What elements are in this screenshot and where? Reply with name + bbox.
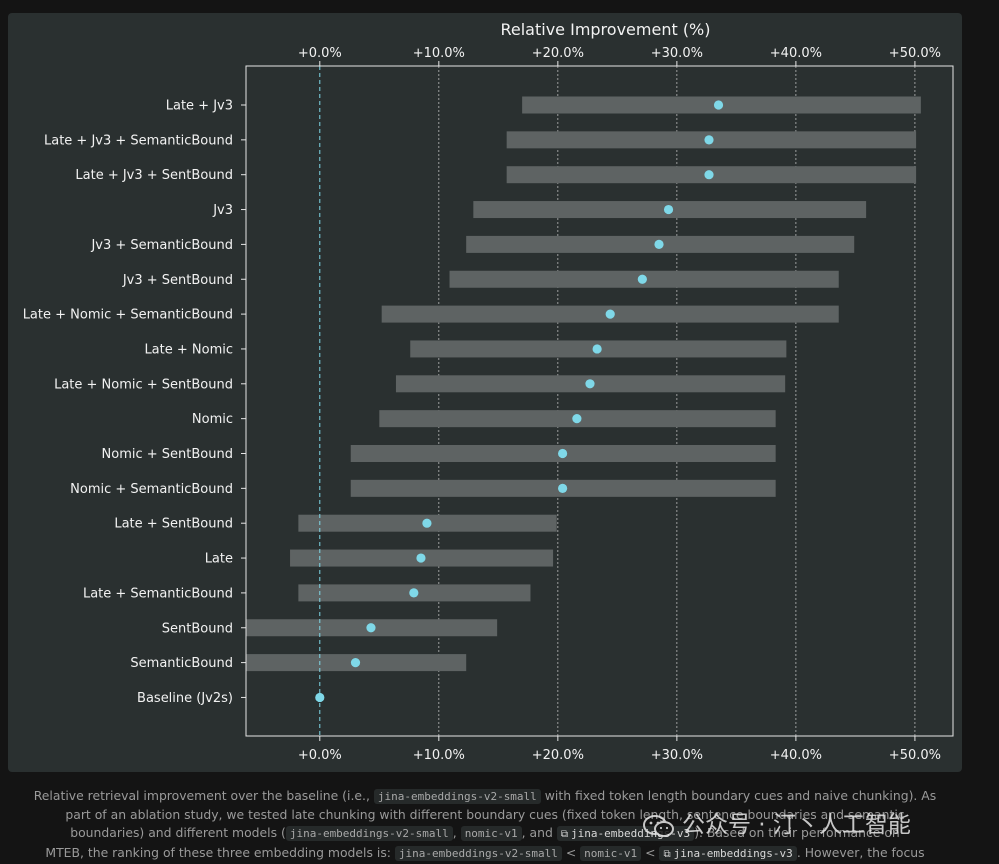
code-jina-v2-small: jina-embeddings-v2-small bbox=[373, 789, 541, 804]
category-label: Nomic + SentBound bbox=[102, 447, 233, 462]
watermark-text: 公众号 · 汀丶人工智能 bbox=[682, 812, 911, 838]
point-marker bbox=[713, 100, 724, 110]
figure-caption: Relative retrieval improvement over the … bbox=[18, 787, 952, 864]
watermark: 公众号 · 汀丶人工智能 bbox=[642, 805, 911, 839]
caption-text: boundaries) and different models ( bbox=[70, 825, 286, 840]
caption-text: with fixed token length boundary cues an… bbox=[544, 788, 937, 803]
x-tick-label-top: +30.0% bbox=[651, 46, 703, 61]
x-tick-label-top: +40.0% bbox=[770, 46, 822, 61]
point-marker bbox=[422, 518, 432, 528]
category-label: Baseline (Jv2s) bbox=[137, 691, 233, 706]
point-marker bbox=[592, 344, 602, 354]
point-marker bbox=[572, 414, 582, 424]
category-label: SemanticBound bbox=[130, 656, 233, 671]
chart-card: +0.0% +0.0% +10.0% +10.0% +20.0% +20.0% +30.0%… bbox=[8, 13, 962, 772]
point-marker bbox=[704, 170, 714, 180]
point-marker bbox=[704, 135, 714, 145]
code-jina-v2-small: jina-embeddings-v2-small bbox=[285, 826, 453, 841]
point-marker bbox=[558, 448, 568, 459]
x-tick-label-bottom: +30.0% bbox=[651, 748, 703, 763]
caption-text: MTEB, the ranking of these three embeddi… bbox=[45, 845, 391, 860]
category-label: Nomic + SemanticBound bbox=[70, 482, 233, 497]
category-label: Late + SemanticBound bbox=[83, 586, 233, 601]
caption-text: part of an ablation study, we tested lat… bbox=[65, 807, 905, 822]
category-label: Nomic bbox=[192, 412, 233, 427]
category-label: Late + Jv3 + SemanticBound bbox=[44, 133, 233, 148]
point-marker bbox=[585, 379, 595, 389]
external-link-icon: ⧉ bbox=[560, 829, 568, 840]
code-nomic-v1: nomic-v1 bbox=[580, 846, 642, 861]
chart-title: Relative Improvement (%) bbox=[500, 20, 710, 39]
point-marker bbox=[605, 309, 615, 319]
caption-text: . However, the focus bbox=[796, 845, 925, 860]
point-marker bbox=[350, 658, 361, 668]
x-tick-label-top: +0.0% bbox=[298, 46, 342, 61]
wechat-icon bbox=[642, 814, 676, 838]
plot-frame bbox=[245, 65, 954, 737]
point-marker bbox=[409, 588, 419, 598]
category-label: Late + SentBound bbox=[114, 517, 233, 532]
category-label: Late + Nomic bbox=[144, 342, 233, 357]
category-label: Jv3 bbox=[212, 203, 233, 218]
point-marker bbox=[637, 274, 647, 284]
category-label: Jv3 + SemanticBound bbox=[90, 238, 233, 253]
point-marker bbox=[366, 623, 376, 633]
point-marker bbox=[416, 553, 426, 563]
code-nomic-v1: nomic-v1 bbox=[460, 826, 522, 841]
caption-text: < bbox=[565, 845, 577, 860]
link-jina-v3[interactable]: ⧉ jina-embeddings-v3 bbox=[659, 846, 797, 861]
category-label: Late + Jv3 bbox=[166, 99, 233, 114]
link-label: jina-embeddings-v3 bbox=[673, 847, 793, 860]
range-dot-chart: +0.0% +0.0% +10.0% +10.0% +20.0% +20.0% +30.0%… bbox=[23, 20, 954, 763]
x-tick-label-bottom: +0.0% bbox=[298, 748, 342, 763]
caption-text: ). Based on their performance on bbox=[694, 825, 900, 840]
point-marker bbox=[663, 204, 674, 215]
x-tick-label-top: +10.0% bbox=[413, 46, 465, 61]
caption-text: < bbox=[645, 845, 656, 860]
x-tick-label-top: +50.0% bbox=[889, 46, 941, 61]
point-marker bbox=[315, 692, 325, 703]
x-tick-label-bottom: +40.0% bbox=[770, 748, 822, 763]
x-tick-label-bottom: +50.0% bbox=[889, 748, 941, 763]
external-link-icon: ⧉ bbox=[663, 849, 671, 860]
category-label: Late + Jv3 + SentBound bbox=[75, 168, 233, 183]
caption-text: Relative retrieval improvement over the … bbox=[33, 788, 370, 803]
x-tick-label-bottom: +10.0% bbox=[413, 748, 465, 763]
category-label: SentBound bbox=[162, 621, 233, 636]
point-marker bbox=[654, 239, 664, 249]
code-jina-v2-small: jina-embeddings-v2-small bbox=[394, 846, 562, 861]
caption-text: , and bbox=[521, 825, 553, 840]
category-label: Late + Nomic + SemanticBound bbox=[23, 308, 233, 323]
point-marker bbox=[558, 483, 568, 493]
x-tick-label-bottom: +20.0% bbox=[532, 748, 584, 763]
x-tick-label-top: +20.0% bbox=[532, 46, 584, 61]
category-label: Jv3 + SentBound bbox=[122, 273, 233, 288]
caption-text: , bbox=[452, 825, 457, 840]
category-label: Late + Nomic + SentBound bbox=[54, 377, 233, 392]
category-label: Late bbox=[205, 552, 233, 567]
